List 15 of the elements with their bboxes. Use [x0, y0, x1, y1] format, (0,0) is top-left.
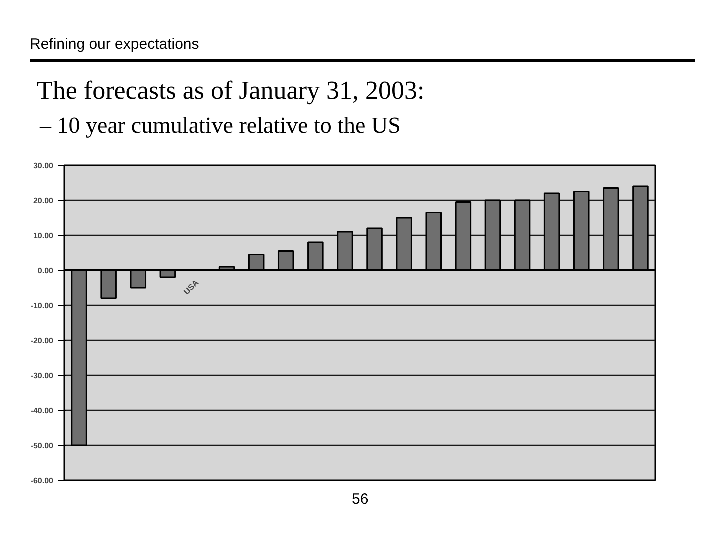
- text: Refining our expectations: [30, 0, 695, 62]
- chart-title: The forecasts as of January 31, 2003:: [37, 75, 425, 106]
- chart-subtitle: – 10 year cumulative relative to the US: [40, 112, 401, 140]
- y-tick-label: 10.00: [33, 232, 54, 240]
- x-tick-label: USA: [182, 278, 201, 297]
- y-tick-label: -60.00: [30, 476, 54, 486]
- y-tick-label: 0.00: [38, 266, 54, 276]
- y-tick-label: -10.00: [30, 302, 54, 310]
- y-tick-label: 30.00: [33, 162, 54, 170]
- y-tick-label: -40.00: [30, 406, 54, 416]
- y-tick-label: 20.00: [33, 196, 54, 206]
- y-tick-label: -30.00: [30, 372, 54, 380]
- text: 56: [352, 490, 369, 510]
- y-tick-label: -20.00: [30, 336, 54, 346]
- y-tick-label: -50.00: [30, 442, 54, 450]
